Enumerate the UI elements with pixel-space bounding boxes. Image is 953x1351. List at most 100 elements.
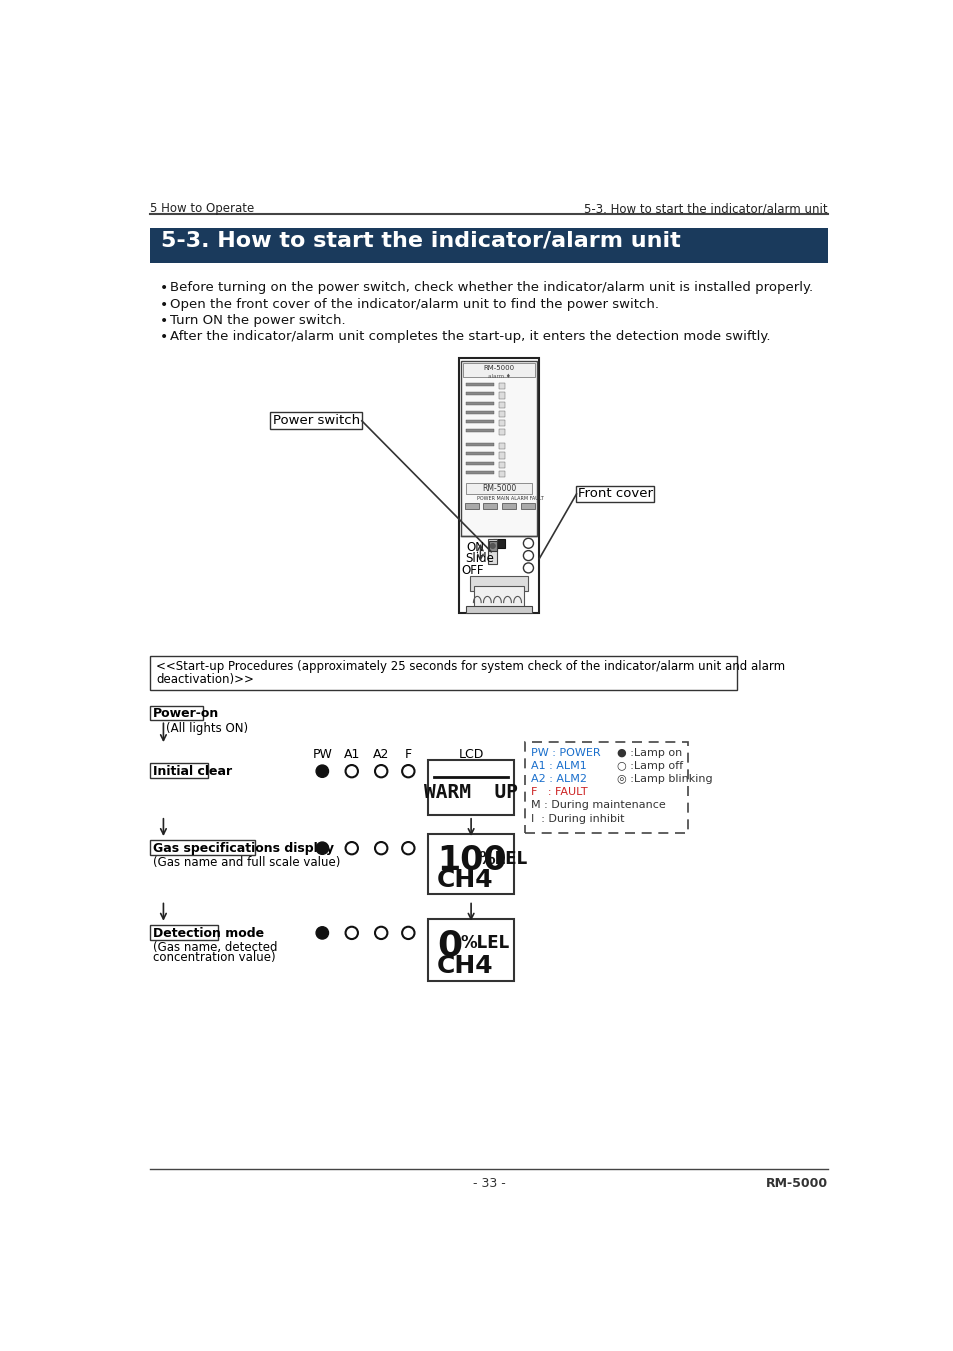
Circle shape (523, 563, 533, 573)
FancyBboxPatch shape (493, 539, 505, 549)
Text: concentration value): concentration value) (153, 951, 275, 963)
Text: •: • (159, 330, 168, 345)
Text: RM-5000: RM-5000 (481, 484, 516, 493)
Circle shape (375, 765, 387, 777)
FancyBboxPatch shape (498, 471, 505, 477)
Text: Turn ON the power switch.: Turn ON the power switch. (170, 313, 345, 327)
Text: RM-5000: RM-5000 (483, 365, 514, 370)
FancyBboxPatch shape (498, 453, 505, 458)
Circle shape (345, 765, 357, 777)
Text: Detection mode: Detection mode (153, 927, 264, 940)
Text: A2 : ALM2: A2 : ALM2 (530, 774, 586, 785)
Text: OFF: OFF (461, 565, 484, 577)
Text: Initial clear: Initial clear (153, 765, 233, 778)
FancyBboxPatch shape (488, 540, 497, 551)
Text: LCD: LCD (458, 748, 483, 761)
Text: %LEL: %LEL (459, 935, 509, 952)
Text: Slide: Slide (464, 551, 494, 565)
FancyBboxPatch shape (498, 430, 505, 435)
Circle shape (375, 927, 387, 939)
Text: •: • (159, 313, 168, 328)
Circle shape (402, 842, 415, 854)
Text: A2: A2 (373, 748, 389, 761)
FancyBboxPatch shape (150, 925, 218, 940)
Text: <<Start-up Procedures (approximately 25 seconds for system check of the indicato: <<Start-up Procedures (approximately 25 … (156, 661, 784, 673)
Text: (Gas name, detected: (Gas name, detected (153, 940, 277, 954)
FancyBboxPatch shape (474, 585, 523, 609)
FancyBboxPatch shape (463, 363, 534, 377)
Text: 0: 0 (436, 928, 461, 962)
FancyBboxPatch shape (525, 742, 687, 832)
Text: %LEL: %LEL (477, 851, 527, 869)
Text: PW : POWER: PW : POWER (530, 748, 599, 758)
Text: Power-on: Power-on (153, 708, 219, 720)
Circle shape (523, 551, 533, 561)
FancyBboxPatch shape (520, 503, 534, 509)
Circle shape (375, 842, 387, 854)
Text: ● :Lamp on: ● :Lamp on (617, 748, 681, 758)
FancyBboxPatch shape (460, 361, 537, 535)
Circle shape (315, 765, 328, 777)
Text: 5 How to Operate: 5 How to Operate (150, 203, 254, 215)
FancyBboxPatch shape (458, 358, 538, 612)
Text: F: F (404, 748, 412, 761)
Circle shape (345, 927, 357, 939)
Text: Before turning on the power switch, check whether the indicator/alarm unit is in: Before turning on the power switch, chec… (170, 281, 812, 295)
Text: •: • (159, 281, 168, 296)
FancyBboxPatch shape (483, 503, 497, 509)
FancyBboxPatch shape (466, 384, 493, 386)
Text: RM-5000: RM-5000 (764, 1177, 827, 1190)
FancyBboxPatch shape (466, 420, 493, 423)
FancyBboxPatch shape (150, 840, 254, 855)
Circle shape (315, 927, 328, 939)
FancyBboxPatch shape (466, 443, 493, 446)
FancyBboxPatch shape (427, 835, 514, 894)
FancyBboxPatch shape (498, 401, 505, 408)
FancyBboxPatch shape (498, 443, 505, 450)
FancyBboxPatch shape (466, 607, 531, 612)
FancyBboxPatch shape (498, 420, 505, 426)
FancyBboxPatch shape (466, 471, 493, 474)
Text: ○ :Lamp off: ○ :Lamp off (617, 761, 682, 771)
FancyBboxPatch shape (150, 763, 208, 778)
FancyBboxPatch shape (488, 539, 497, 565)
Text: PW: PW (312, 748, 332, 761)
Circle shape (402, 765, 415, 777)
Text: POWER MAIN ALARM FAULT: POWER MAIN ALARM FAULT (476, 496, 543, 501)
Text: A1 : ALM1: A1 : ALM1 (530, 761, 586, 771)
FancyBboxPatch shape (498, 392, 505, 399)
Text: ◎ :Lamp blinking: ◎ :Lamp blinking (617, 774, 712, 785)
Text: 5-3. How to start the indicator/alarm unit: 5-3. How to start the indicator/alarm un… (161, 231, 680, 251)
Circle shape (490, 543, 495, 549)
Text: Front cover: Front cover (578, 488, 652, 500)
Text: CH4: CH4 (436, 954, 493, 978)
Circle shape (315, 842, 328, 854)
FancyBboxPatch shape (498, 384, 505, 389)
Text: A1: A1 (343, 748, 359, 761)
FancyBboxPatch shape (466, 411, 493, 413)
Text: I  : During inhibit: I : During inhibit (530, 813, 623, 824)
FancyBboxPatch shape (150, 657, 736, 690)
FancyBboxPatch shape (576, 485, 654, 503)
Text: - 33 -: - 33 - (472, 1177, 505, 1190)
Text: (All lights ON): (All lights ON) (166, 721, 248, 735)
FancyBboxPatch shape (270, 412, 361, 430)
Text: 5-3. How to start the indicator/alarm unit: 5-3. How to start the indicator/alarm un… (583, 203, 827, 215)
Text: ON: ON (466, 540, 484, 554)
FancyBboxPatch shape (501, 503, 516, 509)
FancyBboxPatch shape (466, 392, 493, 396)
FancyBboxPatch shape (466, 430, 493, 432)
FancyBboxPatch shape (427, 759, 514, 815)
Text: Gas specifications display: Gas specifications display (153, 842, 334, 855)
Text: F   : FAULT: F : FAULT (530, 788, 587, 797)
Circle shape (523, 538, 533, 549)
FancyBboxPatch shape (427, 919, 514, 981)
FancyBboxPatch shape (498, 462, 505, 467)
FancyBboxPatch shape (498, 411, 505, 417)
FancyBboxPatch shape (466, 484, 531, 494)
Text: After the indicator/alarm unit completes the start-up, it enters the detection m: After the indicator/alarm unit completes… (170, 330, 769, 343)
Text: deactivation)>>: deactivation)>> (156, 673, 254, 685)
Circle shape (345, 842, 357, 854)
Text: ▼: ▼ (525, 554, 531, 559)
FancyBboxPatch shape (466, 453, 493, 455)
